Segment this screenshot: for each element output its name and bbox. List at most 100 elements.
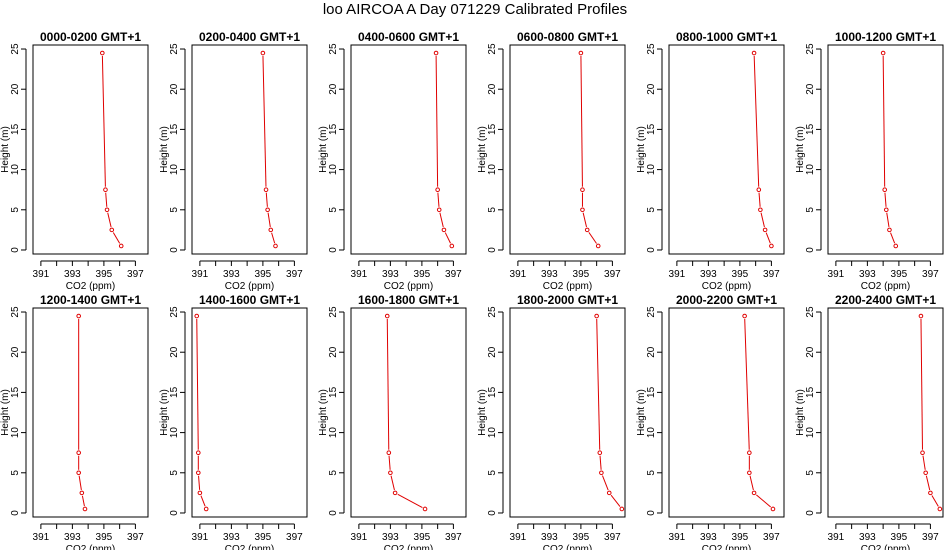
profile-segment bbox=[580, 56, 583, 187]
x-tick-label: 393 bbox=[382, 532, 399, 543]
y-tick-label: 25 bbox=[487, 306, 498, 318]
y-tick-label: 0 bbox=[487, 247, 498, 253]
profile-segment bbox=[744, 319, 750, 450]
x-tick-label: 397 bbox=[127, 532, 144, 543]
data-point bbox=[883, 207, 889, 213]
data-point bbox=[595, 243, 601, 249]
profile-segment bbox=[262, 56, 267, 187]
panel-title: 1800-2000 GMT+1 bbox=[517, 293, 618, 307]
y-axis-label: Height (m) bbox=[636, 389, 647, 436]
x-tick-label: 391 bbox=[669, 269, 686, 280]
plot-frame bbox=[827, 44, 944, 255]
data-point bbox=[197, 490, 203, 496]
profile-segment bbox=[588, 232, 597, 244]
data-point bbox=[260, 50, 266, 56]
data-point bbox=[82, 506, 88, 512]
profile-panel-2: 0200-0400 GMT+1 391 393 395 397 CO2 (ppm) 0 5 10… bbox=[159, 30, 308, 292]
profile-segment bbox=[922, 455, 926, 470]
y-tick-label: 10 bbox=[10, 427, 21, 439]
data-point bbox=[384, 313, 390, 319]
profile-segment bbox=[596, 319, 601, 450]
y-tick-label: 0 bbox=[169, 247, 180, 253]
y-tick-label: 10 bbox=[328, 164, 339, 176]
x-tick-label: 393 bbox=[541, 532, 558, 543]
plot-frame bbox=[668, 307, 785, 518]
y-tick-label: 20 bbox=[10, 346, 21, 358]
y-axis-label: Height (m) bbox=[0, 389, 11, 436]
profile-panel-3: 0400-0600 GMT+1 391 393 395 397 CO2 (ppm) 0 5 10… bbox=[318, 30, 467, 292]
profile-panel-4: 0600-0800 GMT+1 391 393 395 397 CO2 (ppm) 0 5 10… bbox=[477, 30, 626, 292]
x-tick-label: 391 bbox=[33, 532, 50, 543]
x-tick-label: 395 bbox=[255, 532, 272, 543]
profile-panel-9: 1600-1800 GMT+1 391 393 395 397 CO2 (ppm) 0 5 10… bbox=[318, 293, 467, 550]
y-tick-label: 5 bbox=[169, 207, 180, 213]
y-tick-label: 10 bbox=[10, 164, 21, 176]
data-point bbox=[762, 227, 768, 233]
y-axis-label: Height (m) bbox=[636, 126, 647, 173]
y-tick-label: 15 bbox=[805, 123, 816, 135]
y-tick-label: 20 bbox=[487, 346, 498, 358]
panel-title: 2200-2400 GMT+1 bbox=[835, 293, 936, 307]
x-tick-label: 397 bbox=[922, 532, 939, 543]
y-tick-label: 15 bbox=[487, 386, 498, 398]
data-point bbox=[580, 207, 585, 213]
profile-segment bbox=[78, 475, 82, 490]
data-point bbox=[196, 470, 201, 476]
panel-title: 0600-0800 GMT+1 bbox=[517, 30, 618, 44]
data-point bbox=[756, 187, 762, 192]
plot-frame bbox=[350, 44, 467, 255]
y-axis-label: Height (m) bbox=[477, 389, 488, 436]
y-tick-label: 15 bbox=[328, 386, 339, 398]
data-point bbox=[435, 187, 440, 192]
y-tick-label: 5 bbox=[328, 207, 339, 213]
profile-segment bbox=[112, 232, 121, 244]
y-tick-label: 5 bbox=[805, 470, 816, 476]
profile-segment bbox=[105, 192, 108, 207]
data-point bbox=[76, 470, 81, 476]
x-tick-label: 395 bbox=[573, 532, 590, 543]
profile-segment bbox=[599, 455, 602, 470]
profile-segment bbox=[439, 212, 444, 228]
data-point bbox=[747, 450, 752, 455]
data-point bbox=[76, 313, 81, 319]
x-tick-label: 397 bbox=[286, 532, 303, 543]
x-tick-label: 395 bbox=[255, 269, 272, 280]
data-point bbox=[923, 470, 928, 476]
data-point bbox=[920, 450, 925, 455]
y-tick-label: 0 bbox=[646, 247, 657, 253]
profile-segment bbox=[884, 192, 887, 207]
profile-segment bbox=[390, 475, 395, 491]
data-point bbox=[109, 227, 115, 233]
y-tick-label: 5 bbox=[328, 470, 339, 476]
y-tick-label: 0 bbox=[646, 510, 657, 516]
y-axis-label: Height (m) bbox=[795, 389, 806, 436]
y-tick-label: 0 bbox=[169, 510, 180, 516]
profile-segment bbox=[890, 232, 896, 244]
y-tick-label: 25 bbox=[169, 43, 180, 55]
y-tick-label: 25 bbox=[169, 306, 180, 318]
y-tick-label: 25 bbox=[646, 43, 657, 55]
profile-segment bbox=[435, 56, 439, 187]
y-tick-label: 10 bbox=[646, 164, 657, 176]
plot-frame bbox=[509, 307, 626, 518]
y-tick-label: 0 bbox=[328, 247, 339, 253]
plot-frame bbox=[509, 44, 626, 255]
x-tick-label: 391 bbox=[351, 532, 368, 543]
x-tick-label: 391 bbox=[828, 269, 845, 280]
y-tick-label: 0 bbox=[328, 510, 339, 516]
profile-panel-11: 2000-2200 GMT+1 391 393 395 397 CO2 (ppm) 0 5 10… bbox=[636, 293, 785, 550]
profile-panel-12: 2200-2400 GMT+1 391 393 395 397 CO2 (ppm) 0 5 10… bbox=[795, 293, 944, 550]
data-point bbox=[388, 470, 393, 476]
plot-frame bbox=[191, 44, 308, 255]
y-axis-label: Height (m) bbox=[477, 126, 488, 173]
data-point bbox=[194, 313, 200, 319]
data-point bbox=[273, 243, 278, 249]
y-tick-label: 20 bbox=[487, 83, 498, 95]
x-tick-label: 393 bbox=[382, 269, 399, 280]
profile-segment bbox=[107, 212, 112, 228]
data-point bbox=[392, 490, 398, 496]
profile-panel-7: 1200-1400 GMT+1 391 393 395 397 CO2 (ppm) 0 5 10… bbox=[0, 293, 149, 550]
data-point bbox=[578, 50, 584, 56]
x-tick-label: 395 bbox=[414, 269, 431, 280]
data-point bbox=[584, 227, 590, 233]
